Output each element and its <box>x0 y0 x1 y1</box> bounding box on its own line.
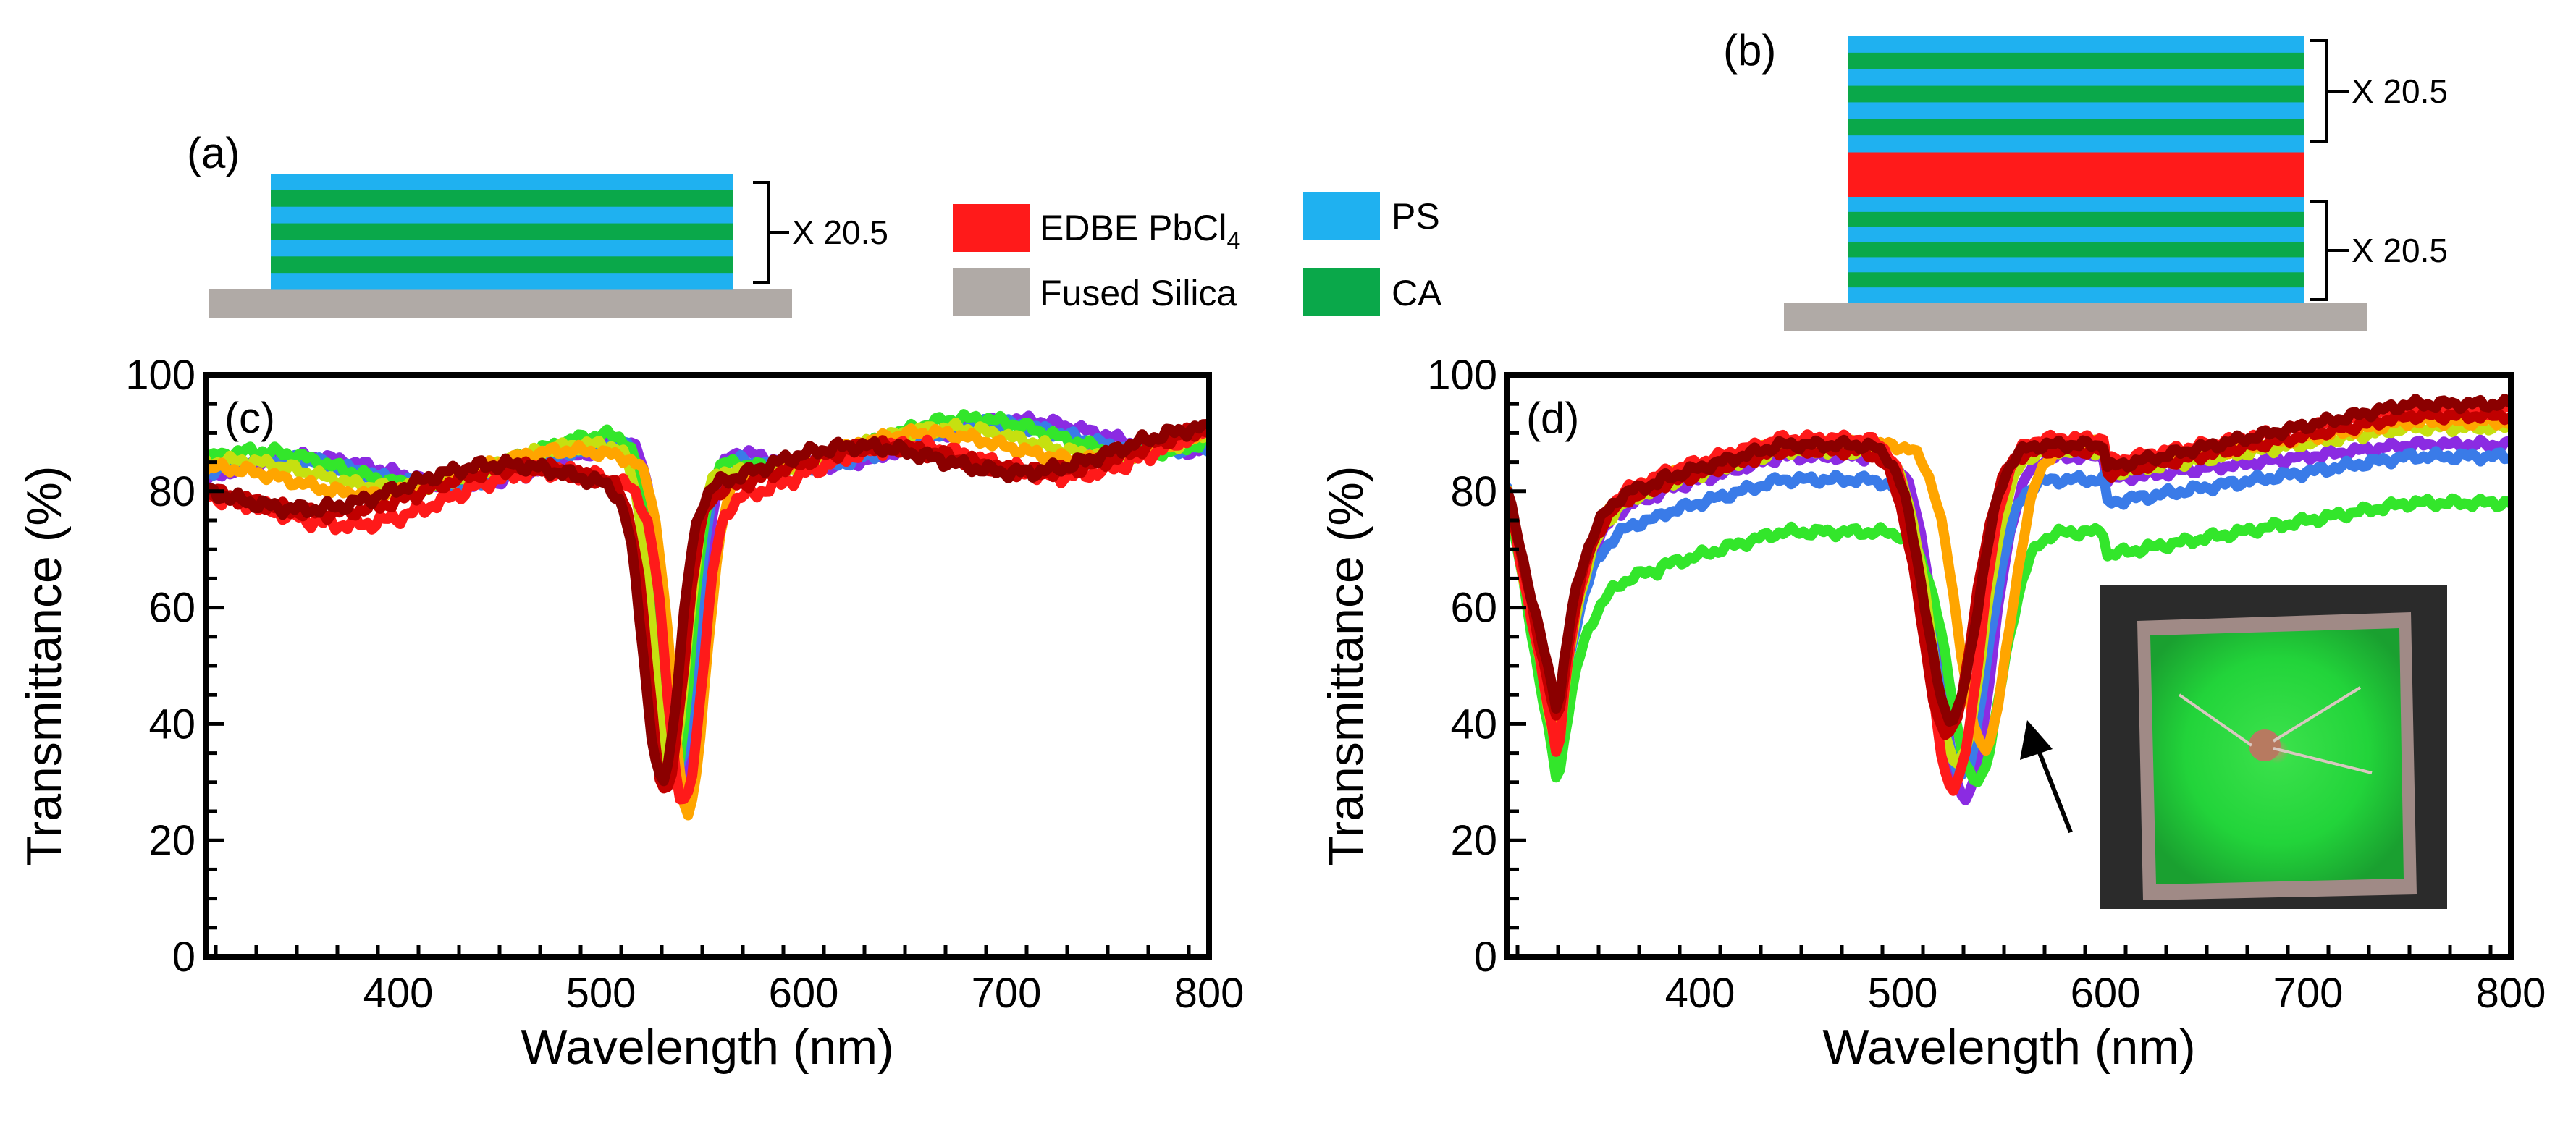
x-tick-label: 500 <box>1868 970 1938 1017</box>
chart-c-xlabel: Wavelength (nm) <box>521 1020 893 1075</box>
stack-layer <box>1848 135 2304 153</box>
chart-c-ticks: 0 20 40 60 80 100 400 500 600 700 800 <box>125 352 1244 1017</box>
perovskite-layer <box>1848 152 2304 197</box>
stack-layer <box>1848 272 2304 288</box>
y-tick-label: 20 <box>148 817 195 864</box>
chart-c-series <box>206 409 1209 821</box>
legend-label-ca: CA <box>1392 273 1442 313</box>
stack-layer <box>1848 227 2304 243</box>
y-tick-label: 20 <box>1450 817 1497 864</box>
x-tick-label: 600 <box>2071 970 2141 1017</box>
multilayer-stack-b-top <box>1848 36 2304 153</box>
y-tick-label: 40 <box>1450 701 1497 748</box>
inset-arrow-line <box>2036 748 2073 834</box>
series-line-s8 <box>206 419 1209 787</box>
x-tick-label: 400 <box>1665 970 1735 1017</box>
stack-layer <box>1848 69 2304 87</box>
chart-d-ticks: 0 20 40 60 80 100 400 500 600 700 800 <box>1427 352 2546 1017</box>
chart-d-panel-label: (d) <box>1526 394 1579 442</box>
series-line-s2 <box>1507 446 2511 780</box>
schematic-a-label: (a) <box>187 129 240 177</box>
legend-swatch-ca <box>1303 268 1380 316</box>
bracket-b-top <box>2310 39 2349 143</box>
series-line-s8 <box>1507 394 2511 727</box>
y-tick-label: 40 <box>148 701 195 748</box>
chart-d-series <box>1507 394 2511 805</box>
x-tick-label: 800 <box>2476 970 2546 1017</box>
chart-d: 0 20 40 60 80 100 400 500 600 700 800 (d) Waveleng… <box>1318 352 2546 1075</box>
legend-label-silica: Fused Silica <box>1040 273 1237 313</box>
legend-label-perovskite: EDBE PbCl4 <box>1040 208 1240 255</box>
stack-layer <box>1848 211 2304 228</box>
stack-layer <box>1848 85 2304 103</box>
x-tick-label: 700 <box>2273 970 2344 1017</box>
y-tick-label: 0 <box>1474 934 1497 981</box>
multilayer-stack-b-bottom <box>1848 197 2304 303</box>
x-tick-label: 700 <box>972 970 1042 1017</box>
stack-layer <box>1848 287 2304 303</box>
stack-layer <box>271 273 733 290</box>
schematic-b: (b) X 20.5 X 20.5 <box>1723 26 2448 331</box>
stack-layer <box>271 174 733 191</box>
inset-arrow-head <box>2020 720 2053 760</box>
stack-layer <box>271 190 733 208</box>
x-tick-label: 800 <box>1174 970 1245 1017</box>
y-tick-label: 100 <box>1427 352 1497 399</box>
legend-swatch-silica <box>953 268 1030 316</box>
stack-layer <box>271 256 733 274</box>
inset-cracks <box>2178 686 2373 774</box>
stack-layer <box>271 240 733 257</box>
stack-layer <box>1848 119 2304 136</box>
stack-layer <box>271 223 733 240</box>
silica-substrate-a <box>209 289 792 318</box>
silica-substrate-b <box>1784 303 2367 331</box>
stack-layer <box>1848 102 2304 119</box>
bracket-b-bottom <box>2310 200 2349 301</box>
stack-layer <box>1848 257 2304 273</box>
schematic-a: (a) X 20.5 <box>187 129 888 318</box>
sample-photo-inset <box>2100 585 2447 909</box>
x-tick-label: 600 <box>769 970 839 1017</box>
legend-label-ps: PS <box>1392 196 1440 237</box>
y-tick-label: 0 <box>172 934 195 981</box>
x-tick-label: 400 <box>363 970 434 1017</box>
y-tick-label: 60 <box>148 585 195 632</box>
repeat-label-b-top: X 20.5 <box>2352 72 2448 110</box>
y-tick-label: 80 <box>1450 468 1497 515</box>
chart-c-panel-label: (c) <box>224 394 275 442</box>
stack-layer <box>1848 242 2304 258</box>
schematic-b-label: (b) <box>1723 26 1776 75</box>
chart-d-ylabel: Transmittance (%) <box>1318 466 1373 866</box>
stack-layer <box>1848 36 2304 54</box>
inset-sample-film <box>2150 628 2404 884</box>
x-tick-label: 500 <box>566 970 636 1017</box>
y-tick-label: 100 <box>125 352 195 399</box>
legend-swatch-ps <box>1303 192 1380 240</box>
bracket-a <box>753 181 789 284</box>
legend: EDBE PbCl4 Fused Silica PS CA <box>953 192 1442 316</box>
chart-d-xlabel: Wavelength (nm) <box>1822 1020 2195 1075</box>
inset-center-defect <box>2249 729 2281 761</box>
repeat-label-a: X 20.5 <box>792 213 888 251</box>
y-tick-label: 80 <box>148 468 195 515</box>
stack-layer <box>1848 197 2304 213</box>
chart-c: 0 20 40 60 80 100 400 500 600 700 800 (c) Waveleng… <box>17 352 1244 1075</box>
chart-c-ylabel: Transmittance (%) <box>17 466 72 866</box>
stack-layer <box>271 206 733 224</box>
y-tick-label: 60 <box>1450 585 1497 632</box>
legend-swatch-perovskite <box>953 204 1030 252</box>
stack-layer <box>1848 52 2304 70</box>
repeat-label-b-bottom: X 20.5 <box>2352 232 2448 269</box>
multilayer-stack-a <box>271 174 733 290</box>
